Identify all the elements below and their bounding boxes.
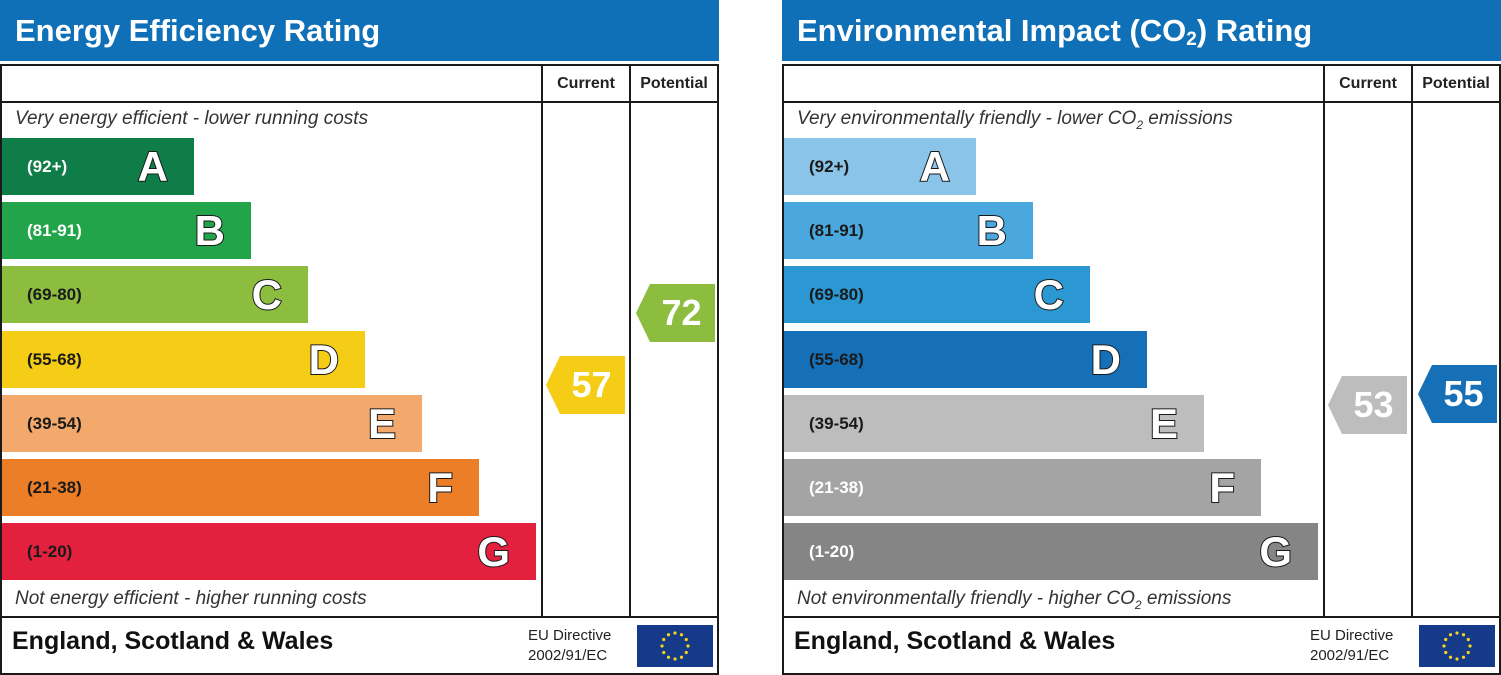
- band-e: (39-54) E: [2, 395, 422, 452]
- eu-star: [662, 650, 666, 655]
- energy-efficiency-chart: Energy Efficiency Rating Current Potenti…: [0, 0, 719, 675]
- band-letter: D: [1090, 335, 1122, 384]
- band-f: (21-38) F: [2, 459, 479, 516]
- band-d: (55-68) D: [2, 331, 365, 388]
- eu-star: [1444, 637, 1448, 642]
- potential-rating-arrow: 72: [636, 284, 715, 342]
- eu-flag-icon: [637, 625, 713, 667]
- eu-star: [684, 637, 688, 642]
- band-b: (81-91) B: [784, 202, 1033, 259]
- eu-star: [660, 644, 664, 648]
- chart-title: Environmental Impact (CO2) Rating: [782, 0, 1501, 61]
- band-letter: G: [476, 527, 511, 576]
- eu-flag-icon: [1419, 625, 1495, 667]
- potential-rating-arrow: 55: [1418, 365, 1497, 423]
- band-e: (39-54) E: [784, 395, 1204, 452]
- eu-star: [1468, 644, 1472, 648]
- band-letter: F: [426, 463, 454, 512]
- current-column-divider: [1323, 64, 1325, 618]
- band-a: (92+) A: [2, 138, 194, 195]
- band-g: (1-20) G: [2, 523, 536, 580]
- eu-star: [1461, 655, 1466, 659]
- eu-star: [679, 655, 684, 659]
- band-range-label: (1-20): [809, 542, 855, 561]
- band-letter: A: [137, 142, 169, 191]
- band-letter: C: [251, 270, 283, 319]
- band-letter: B: [194, 206, 226, 255]
- band-d: (55-68) D: [784, 331, 1147, 388]
- eu-star: [1455, 631, 1459, 635]
- eu-star: [666, 655, 671, 659]
- footer-region: England, Scotland & Wales: [794, 627, 1116, 655]
- eu-star: [679, 633, 684, 637]
- footer-divider: [782, 616, 1501, 618]
- potential-column-header: Potential: [1422, 75, 1490, 92]
- band-letter: D: [308, 335, 340, 384]
- band-a: (92+) A: [784, 138, 976, 195]
- eu-star: [1442, 644, 1446, 648]
- eu-star: [684, 650, 688, 655]
- band-range-label: (69-80): [27, 285, 82, 304]
- eu-directive-text: EU Directive 2002/91/EC: [528, 627, 612, 664]
- eu-directive-text: EU Directive 2002/91/EC: [1310, 627, 1394, 664]
- band-c: (69-80) C: [2, 266, 308, 323]
- band-letter: C: [1033, 270, 1065, 319]
- header-divider: [0, 101, 719, 103]
- top-caption: Very environmentally friendly - lower CO…: [797, 108, 1233, 132]
- band-letter: F: [1208, 463, 1236, 512]
- band-range-label: (55-68): [809, 350, 864, 369]
- eu-star: [673, 631, 677, 635]
- eu-star: [1444, 650, 1448, 655]
- band-c: (69-80) C: [784, 266, 1090, 323]
- band-letter: A: [919, 142, 951, 191]
- eu-star: [1461, 633, 1466, 637]
- bottom-caption: Not energy efficient - higher running co…: [15, 588, 367, 609]
- band-range-label: (21-38): [809, 478, 864, 497]
- band-range-label: (69-80): [809, 285, 864, 304]
- top-caption: Very energy efficient - lower running co…: [15, 108, 369, 129]
- current-rating-arrow: 57: [546, 356, 625, 414]
- eu-star: [1455, 657, 1459, 661]
- footer-region: England, Scotland & Wales: [12, 627, 334, 655]
- band-letter: E: [1149, 399, 1179, 448]
- band-range-label: (55-68): [27, 350, 82, 369]
- potential-column-header: Potential: [640, 75, 708, 92]
- band-g: (1-20) G: [784, 523, 1318, 580]
- band-range-label: (1-20): [27, 542, 73, 561]
- current-column-divider: [541, 64, 543, 618]
- band-range-label: (81-91): [809, 221, 864, 240]
- band-range-label: (92+): [27, 157, 68, 176]
- eu-star: [686, 644, 690, 648]
- footer-divider: [0, 616, 719, 618]
- band-letter: G: [1258, 527, 1293, 576]
- band-range-label: (39-54): [809, 414, 864, 433]
- band-range-label: (39-54): [27, 414, 82, 433]
- current-column-header: Current: [1339, 75, 1397, 92]
- eu-star: [1448, 655, 1453, 659]
- environmental-impact-chart: Environmental Impact (CO2) Rating Curren…: [782, 0, 1501, 675]
- chart-title: Energy Efficiency Rating: [0, 0, 719, 61]
- band-range-label: (81-91): [27, 221, 82, 240]
- eu-star: [1466, 637, 1470, 642]
- band-f: (21-38) F: [784, 459, 1261, 516]
- potential-column-divider: [1411, 64, 1413, 618]
- band-b: (81-91) B: [2, 202, 251, 259]
- current-rating-arrow: 53: [1328, 376, 1407, 434]
- potential-column-divider: [629, 64, 631, 618]
- band-letter: B: [976, 206, 1008, 255]
- band-letter: E: [367, 399, 397, 448]
- bottom-caption: Not environmentally friendly - higher CO…: [797, 588, 1232, 612]
- eu-star: [1466, 650, 1470, 655]
- band-range-label: (21-38): [27, 478, 82, 497]
- eu-star: [662, 637, 666, 642]
- band-range-label: (92+): [809, 157, 850, 176]
- eu-star: [1448, 633, 1453, 637]
- current-column-header: Current: [557, 75, 615, 92]
- eu-star: [673, 657, 677, 661]
- eu-star: [666, 633, 671, 637]
- header-divider: [782, 101, 1501, 103]
